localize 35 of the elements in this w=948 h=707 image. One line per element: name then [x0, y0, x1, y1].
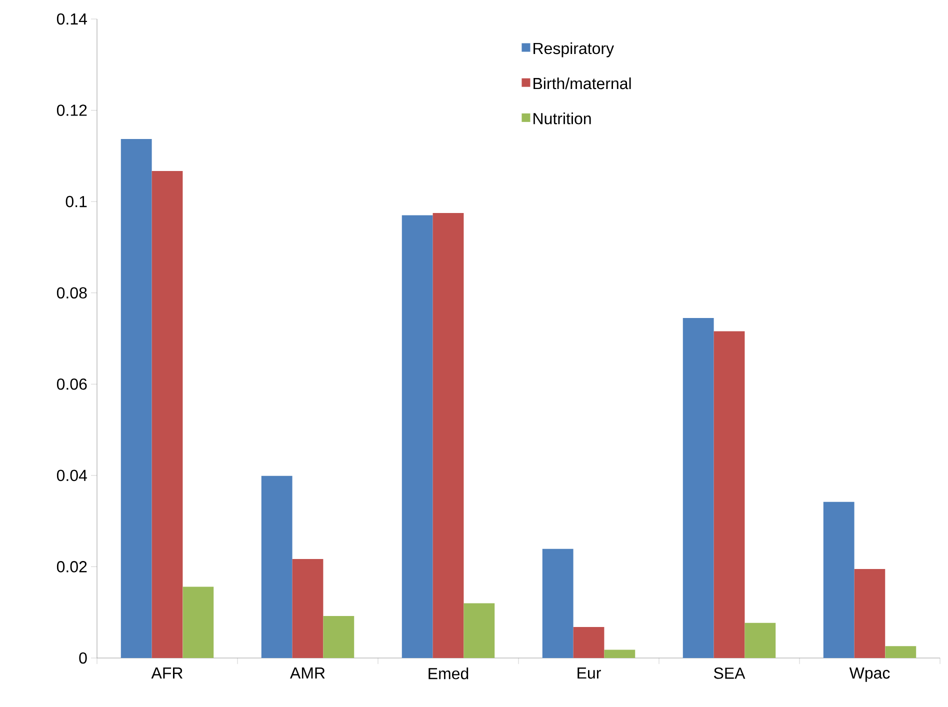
- y-tick-label: 0.1: [66, 196, 87, 208]
- bar: [823, 502, 854, 658]
- y-tick-label: 0.04: [56, 470, 87, 482]
- bar: [464, 603, 495, 658]
- legend-label: Respiratory: [534, 42, 614, 58]
- x-tick-label: SEA: [714, 668, 746, 679]
- bar: [682, 318, 714, 658]
- legend-label: Nutrition: [534, 112, 591, 124]
- bar: [542, 548, 574, 658]
- x-tick-label: AMR: [290, 668, 325, 679]
- x-tick-label: Wpac: [849, 668, 890, 682]
- x-tick-label: AFR: [151, 668, 183, 679]
- bar: [402, 215, 433, 658]
- bar: [292, 558, 324, 658]
- bar: [714, 331, 745, 658]
- bar: [152, 170, 183, 658]
- bar: [182, 586, 214, 658]
- legend-label: Birth/maternal: [534, 77, 631, 90]
- x-tick-label: Emed: [428, 668, 468, 680]
- y-tick-label: 0.08: [56, 287, 87, 299]
- y-tick-label: 0.12: [56, 104, 87, 116]
- bar: [604, 650, 636, 658]
- bar: [261, 476, 292, 658]
- x-tick-label: Eur: [578, 668, 601, 679]
- bar: [744, 622, 776, 658]
- y-tick-label: 0.02: [56, 561, 87, 572]
- bar: [323, 616, 354, 658]
- bar: [432, 212, 464, 658]
- bar: [885, 646, 916, 658]
- y-tick-label: 0: [79, 652, 87, 664]
- bar: [573, 626, 604, 658]
- bar: [854, 568, 886, 658]
- y-tick-label: 0.14: [56, 13, 87, 25]
- y-tick-label: 0.06: [56, 378, 87, 390]
- bar: [120, 139, 152, 658]
